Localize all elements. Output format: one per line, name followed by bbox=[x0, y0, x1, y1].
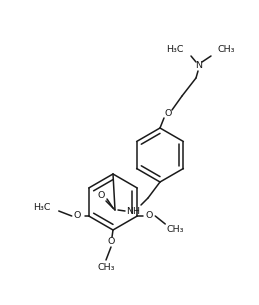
Text: O: O bbox=[97, 192, 105, 200]
Text: CH₃: CH₃ bbox=[217, 45, 235, 53]
Text: H₃C: H₃C bbox=[166, 45, 184, 53]
Text: O: O bbox=[164, 109, 172, 119]
Text: O: O bbox=[107, 238, 115, 246]
Text: H₃C: H₃C bbox=[33, 203, 51, 213]
Text: NH: NH bbox=[126, 207, 140, 217]
Text: O: O bbox=[146, 211, 153, 221]
Text: N: N bbox=[196, 62, 203, 70]
Text: O: O bbox=[73, 211, 81, 221]
Text: CH₃: CH₃ bbox=[167, 225, 184, 235]
Text: CH₃: CH₃ bbox=[97, 263, 115, 271]
